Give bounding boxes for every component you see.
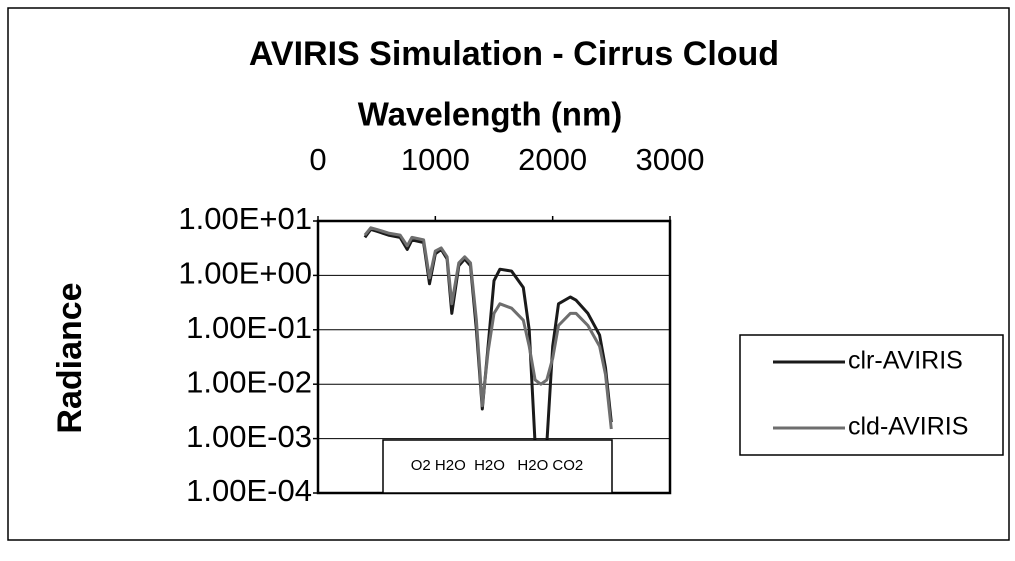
chart-title: AVIRIS Simulation - Cirrus Cloud: [249, 35, 779, 73]
annotation-box: [382, 439, 613, 494]
x-tick-label: 2000: [518, 142, 587, 177]
x-tick-label: 1000: [401, 142, 470, 177]
x-axis-label: Wavelength (nm): [358, 96, 623, 133]
y-tick-label: 1.00E-02: [186, 364, 312, 399]
x-tick-label: 0: [309, 142, 326, 177]
y-axis-label: Radiance: [51, 282, 89, 433]
legend-box: [739, 334, 1004, 456]
y-tick-label: 1.00E-01: [186, 310, 312, 345]
y-tick-label: 1.00E-04: [186, 473, 312, 508]
y-tick-label: 1.00E+00: [178, 256, 312, 291]
annotation: O2 H2O H2O H2O CO2: [411, 457, 584, 474]
legend-label: cld-AVIRIS: [848, 413, 968, 441]
y-tick-label: 1.00E+01: [178, 201, 312, 236]
legend-label: clr-AVIRIS: [848, 347, 963, 375]
y-tick-label: 1.00E-03: [186, 419, 312, 454]
x-tick-label: 3000: [636, 142, 705, 177]
series-line: [363, 226, 613, 430]
